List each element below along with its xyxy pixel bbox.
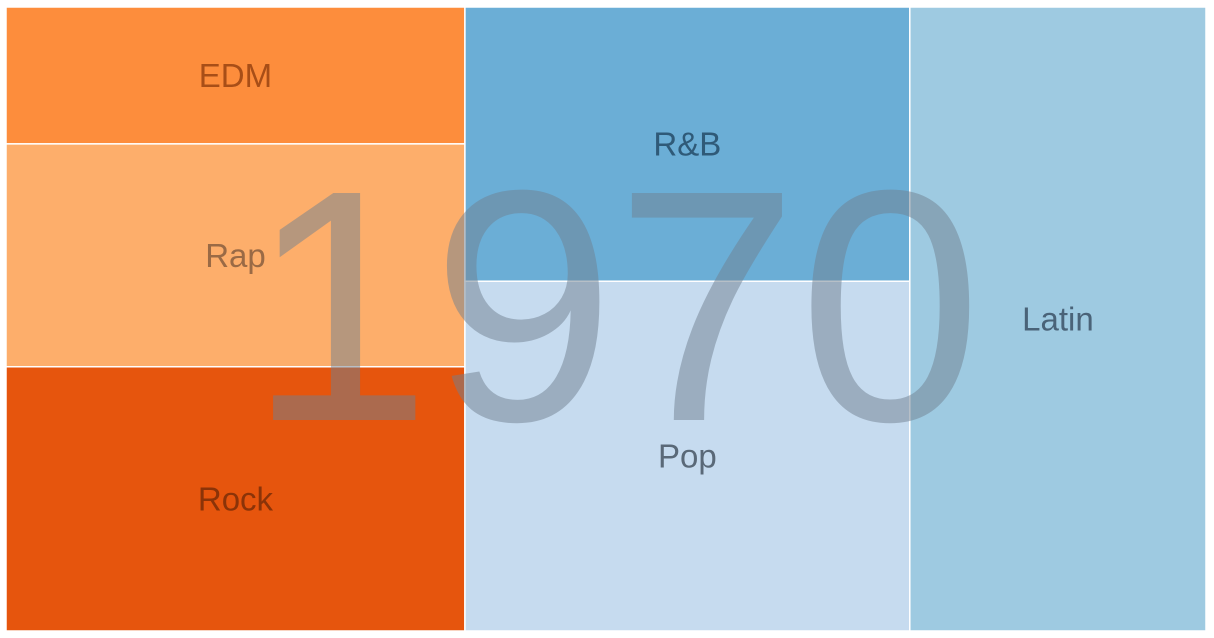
period-watermark: 1970 xyxy=(248,121,982,490)
tile-r-b xyxy=(464,6,911,282)
tile-rock xyxy=(5,366,466,632)
tile-label-edm: EDM xyxy=(199,57,272,94)
tile-label-pop: Pop xyxy=(658,438,717,475)
tile-edm xyxy=(5,6,466,145)
tile-label-rap: Rap xyxy=(205,237,266,274)
tile-rap xyxy=(5,143,466,368)
tile-label-r-b: R&B xyxy=(653,126,721,163)
treemap-tiles: EDM Rap Rock R&B Pop Latin xyxy=(5,6,1207,632)
tile-pop xyxy=(464,280,911,632)
tile-label-latin: Latin xyxy=(1022,301,1094,338)
tile-label-rock: Rock xyxy=(198,480,274,517)
tile-latin xyxy=(909,6,1207,632)
